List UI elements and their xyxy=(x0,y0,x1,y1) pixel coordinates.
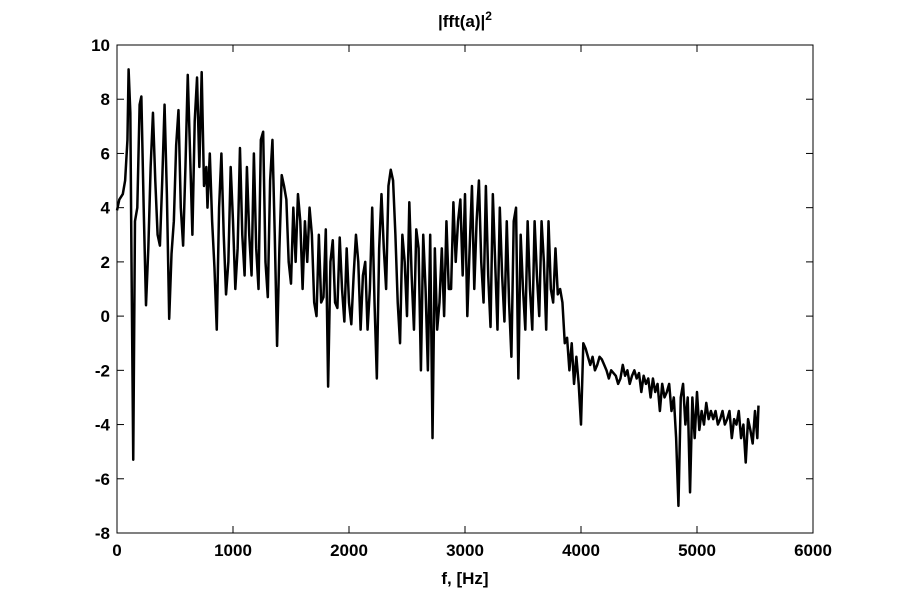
y-tick-label: 4 xyxy=(101,199,111,218)
x-axis-label: f, [Hz] xyxy=(441,569,488,588)
title-text: |fft(a)| xyxy=(438,12,485,31)
x-tick-label: 6000 xyxy=(794,541,832,560)
x-tick-label: 2000 xyxy=(330,541,368,560)
chart-title: |fft(a)|2 xyxy=(438,9,492,31)
y-tick-label: 2 xyxy=(101,253,110,272)
x-tick-label: 3000 xyxy=(446,541,484,560)
y-tick-label: 10 xyxy=(91,36,110,55)
data-line xyxy=(115,68,760,508)
x-tick-label: 0 xyxy=(112,541,121,560)
y-tick-label: 6 xyxy=(101,144,110,163)
y-tick-label: -2 xyxy=(95,361,110,380)
y-tick-label: -8 xyxy=(95,524,110,543)
y-tick-label: -4 xyxy=(95,416,111,435)
y-tick-label: 0 xyxy=(101,307,110,326)
x-tick-label: 1000 xyxy=(214,541,252,560)
y-tick-label: 8 xyxy=(101,90,110,109)
x-tick-label: 4000 xyxy=(562,541,600,560)
title-superscript: 2 xyxy=(485,9,492,23)
x-tick-label: 5000 xyxy=(678,541,716,560)
y-tick-label: -6 xyxy=(95,470,110,489)
